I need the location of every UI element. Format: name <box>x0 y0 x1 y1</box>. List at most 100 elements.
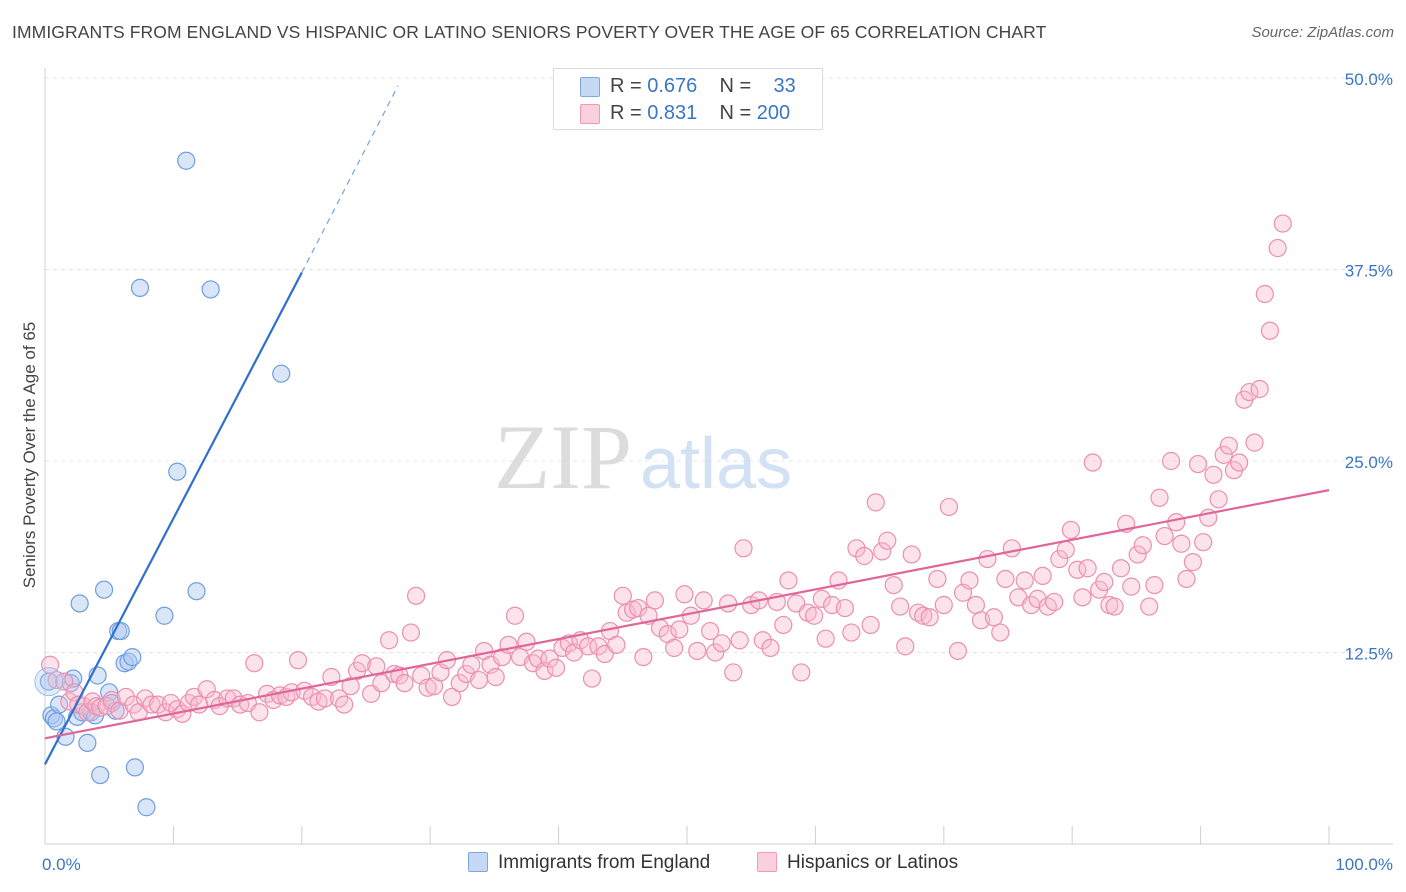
point-s0-25 <box>125 758 144 777</box>
point-s1-51 <box>353 654 372 673</box>
point-s0-4 <box>50 695 69 714</box>
point-s1-181 <box>1133 536 1152 555</box>
point-s1-157 <box>996 569 1015 589</box>
point-s1-158 <box>1002 539 1021 558</box>
point-s1-14 <box>116 687 135 707</box>
point-s1-196 <box>1214 445 1233 464</box>
point-s1-197 <box>1219 436 1238 455</box>
y-tick-label-2: 37.5% <box>1345 262 1393 281</box>
point-s1-110 <box>706 643 725 662</box>
point-s1-113 <box>724 663 743 682</box>
point-s1-48 <box>335 695 354 714</box>
trend-line-england <box>44 272 303 765</box>
x-tick-label-0: 0.0% <box>42 855 81 874</box>
point-s1-183 <box>1145 575 1164 595</box>
point-s1-119 <box>761 638 780 658</box>
point-s0-27 <box>137 798 156 817</box>
point-s1-35 <box>250 703 269 722</box>
point-s1-58 <box>395 674 414 693</box>
point-s1-112 <box>718 594 738 613</box>
legend-r-value: 0.831 <box>647 102 698 124</box>
point-s1-202 <box>1245 433 1264 452</box>
correlation-legend: R = 0.676 N = 33 R = 0.831 N = 200 <box>553 68 823 130</box>
point-s1-109 <box>701 621 720 641</box>
point-s1-121 <box>774 615 793 635</box>
legend-n-value: 200 <box>756 102 791 124</box>
legend-text-hispanic: R = 0.831 N = 200 <box>610 102 790 125</box>
point-s1-107 <box>688 641 707 661</box>
point-s1-62 <box>418 678 437 697</box>
point-s1-124 <box>792 663 811 682</box>
point-s1-156 <box>991 623 1010 642</box>
point-s1-82 <box>540 649 559 668</box>
point-s1-174 <box>1095 572 1114 592</box>
point-s1-145 <box>920 608 939 627</box>
point-s1-136 <box>866 493 885 512</box>
y-tick-label-0: 12.5% <box>1345 645 1393 664</box>
point-s1-133 <box>847 539 866 558</box>
point-s1-184 <box>1150 488 1169 507</box>
point-s1-93 <box>607 635 626 654</box>
point-s0-26 <box>130 278 150 297</box>
watermark: ZIP atlas <box>494 406 792 508</box>
y-axis-label: Seniors Poverty Over the Age of 65 <box>20 321 39 589</box>
point-s1-180 <box>1128 545 1147 564</box>
point-s0-3 <box>47 712 66 731</box>
point-s0-15 <box>91 765 110 785</box>
legend-n-label: N = <box>719 75 752 97</box>
point-s1-146 <box>928 569 947 589</box>
point-s1-186 <box>1161 451 1181 471</box>
point-s0-24 <box>123 647 142 667</box>
point-s1-111 <box>712 634 731 653</box>
point-s1-149 <box>948 641 968 661</box>
point-s1-143 <box>909 603 928 622</box>
y-tick-label-3: 50.0% <box>1345 70 1393 89</box>
point-s1-141 <box>896 637 915 656</box>
point-s1-189 <box>1177 569 1196 589</box>
point-s1-78 <box>517 632 536 651</box>
point-s1-83 <box>546 658 566 677</box>
point-s1-192 <box>1194 533 1213 552</box>
legend-r-value: 0.676 <box>647 75 698 97</box>
point-s0-29 <box>168 462 187 481</box>
point-s1-160 <box>1015 571 1034 590</box>
point-large-england <box>34 667 64 697</box>
point-s1-194 <box>1204 465 1223 484</box>
point-s1-127 <box>812 589 831 608</box>
point-s1-54 <box>372 674 391 693</box>
point-s1-204 <box>1255 284 1274 304</box>
point-s1-147 <box>934 595 953 615</box>
legend-swatch-england <box>580 77 600 97</box>
point-s1-206 <box>1268 238 1287 258</box>
tick-labels: 12.5% 25.0% 37.5% 50.0% 0.0% 100.0% <box>42 70 1393 874</box>
chart-source: Source: ZipAtlas.com <box>1251 24 1394 41</box>
point-s1-144 <box>914 606 933 625</box>
point-s1-165 <box>1045 592 1064 612</box>
legend-r-label: R = <box>610 102 642 124</box>
point-s1-205 <box>1260 321 1280 340</box>
trend-line-hispanic <box>44 489 1330 740</box>
point-s1-168 <box>1061 520 1081 540</box>
legend-n-label: N = <box>719 102 752 124</box>
point-s1-18 <box>142 695 161 714</box>
point-s1-134 <box>855 546 874 566</box>
point-s0-28 <box>155 606 174 625</box>
watermark-atlas: atlas <box>640 424 792 504</box>
point-s1-151 <box>960 571 979 590</box>
point-s1-59 <box>401 623 421 642</box>
bottom-legend-label-hispanic: Hispanics or Latinos <box>787 852 959 873</box>
point-s1-187 <box>1167 513 1186 532</box>
point-s1-49 <box>341 677 360 696</box>
point-s1-182 <box>1140 597 1159 616</box>
point-s1-140 <box>891 597 910 616</box>
point-s1-73 <box>486 667 505 687</box>
point-s1-190 <box>1183 553 1202 572</box>
point-s1-60 <box>406 586 426 605</box>
point-s0-31 <box>187 582 206 601</box>
point-s1-84 <box>553 638 572 658</box>
point-s1-97 <box>629 598 648 618</box>
point-s1-69 <box>462 655 481 674</box>
point-s0-19 <box>106 701 125 720</box>
point-s1-171 <box>1078 559 1097 578</box>
